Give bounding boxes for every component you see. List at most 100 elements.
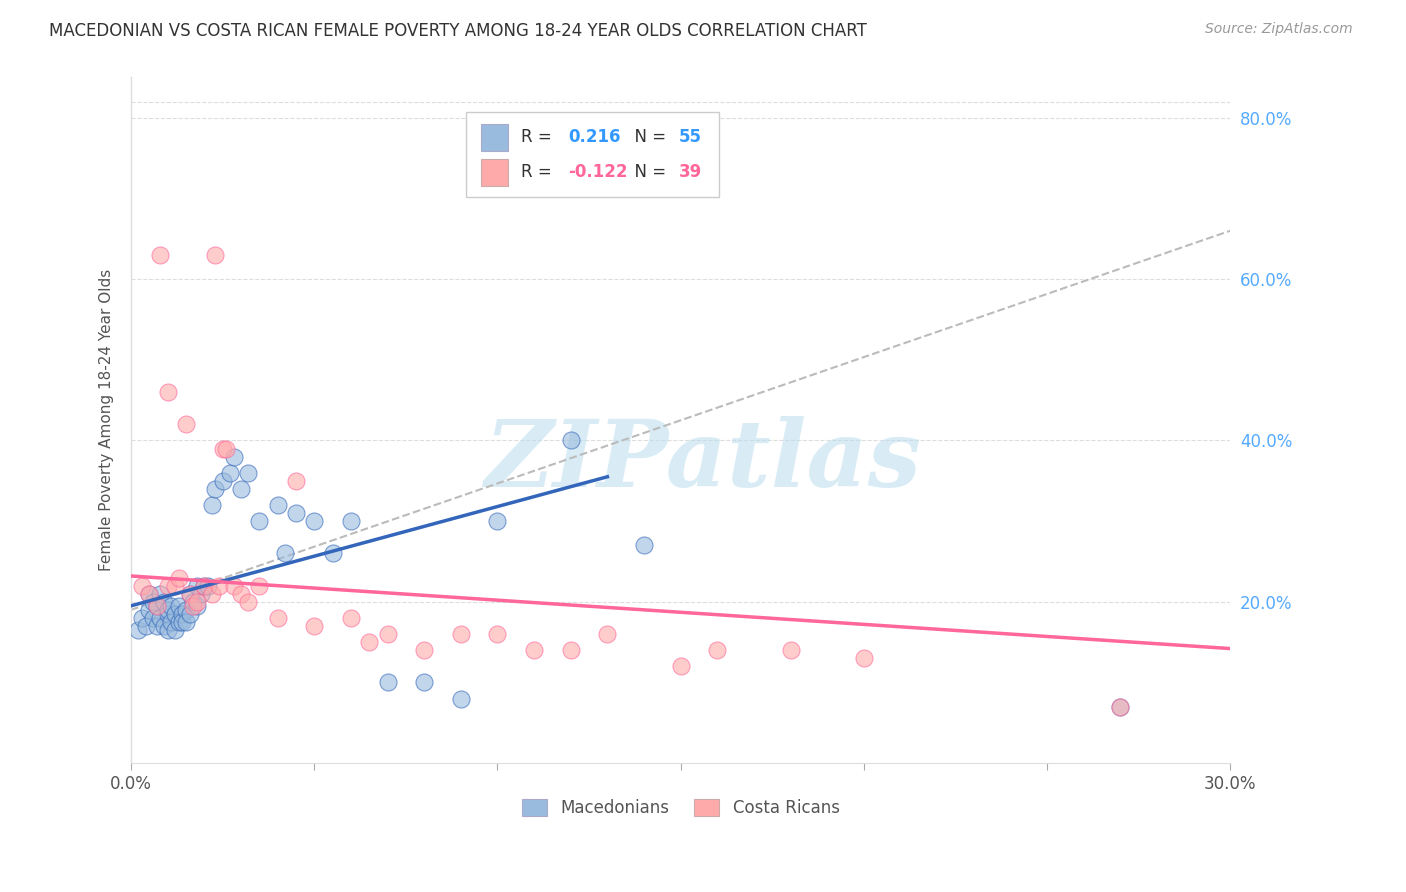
Point (145, 599, 167, 613)
Point (779, 643, 801, 657)
Text: 0.216: 0.216 (568, 128, 621, 146)
Point (131, 579, 153, 593)
Point (142, 611, 165, 625)
Text: 55: 55 (679, 128, 702, 146)
Point (193, 579, 215, 593)
Point (304, 619, 326, 633)
Point (669, 659, 692, 673)
Text: ZIPatlas: ZIPatlas (484, 417, 921, 507)
Point (211, 474, 233, 488)
Point (160, 599, 183, 613)
Point (167, 571, 190, 585)
Text: 39: 39 (679, 163, 702, 181)
Point (153, 619, 176, 633)
Point (284, 474, 307, 488)
Point (174, 603, 197, 617)
Point (284, 506, 307, 520)
Point (266, 498, 288, 512)
Y-axis label: Female Poverty Among 18-24 Year Olds: Female Poverty Among 18-24 Year Olds (100, 269, 114, 572)
Point (359, 635, 381, 649)
Point (204, 482, 226, 496)
Point (706, 643, 728, 657)
Point (274, 546, 297, 560)
Point (219, 466, 242, 480)
Point (163, 607, 186, 621)
Point (172, 607, 194, 621)
Point (193, 579, 215, 593)
Point (135, 619, 157, 633)
Point (560, 643, 582, 657)
Point (156, 603, 179, 617)
Point (450, 691, 472, 706)
Point (149, 248, 172, 262)
Point (340, 514, 363, 528)
Point (174, 417, 197, 432)
Point (238, 466, 260, 480)
Text: MACEDONIAN VS COSTA RICAN FEMALE POVERTY AMONG 18-24 YEAR OLDS CORRELATION CHART: MACEDONIAN VS COSTA RICAN FEMALE POVERTY… (49, 22, 868, 40)
Point (156, 579, 179, 593)
Point (266, 611, 288, 625)
Text: N =: N = (623, 163, 671, 181)
Point (138, 587, 160, 601)
Point (201, 587, 224, 601)
Point (174, 615, 197, 629)
Point (486, 627, 509, 641)
Point (138, 587, 160, 601)
Point (229, 587, 252, 601)
Point (413, 643, 436, 657)
Point (852, 651, 875, 665)
Point (201, 498, 224, 512)
Point (197, 579, 219, 593)
Point (1109, 699, 1132, 714)
Point (229, 482, 252, 496)
Point (222, 579, 245, 593)
Point (149, 587, 172, 601)
Point (204, 248, 226, 262)
Point (450, 627, 472, 641)
Bar (481, 124, 508, 152)
Point (145, 599, 167, 613)
Point (156, 623, 179, 637)
Point (190, 587, 212, 601)
Point (340, 611, 363, 625)
Point (138, 603, 160, 617)
Point (486, 514, 509, 528)
Point (160, 615, 183, 629)
Point (322, 546, 344, 560)
Point (127, 623, 149, 637)
Point (163, 623, 186, 637)
Point (186, 599, 208, 613)
Point (181, 599, 204, 613)
Point (304, 514, 326, 528)
Point (211, 442, 233, 456)
Point (596, 627, 619, 641)
Point (413, 675, 436, 690)
Point (163, 579, 186, 593)
Point (215, 442, 238, 456)
Point (208, 579, 231, 593)
Point (149, 611, 172, 625)
Text: R =: R = (522, 128, 562, 146)
Text: N =: N = (623, 128, 671, 146)
Point (186, 579, 208, 593)
Point (181, 595, 204, 609)
FancyBboxPatch shape (467, 112, 718, 197)
Point (222, 450, 245, 464)
Legend: Macedonians, Costa Ricans: Macedonians, Costa Ricans (515, 792, 846, 823)
Point (186, 595, 208, 609)
Point (153, 595, 176, 609)
Point (633, 538, 655, 552)
Point (131, 611, 153, 625)
Point (142, 595, 165, 609)
Point (167, 615, 190, 629)
Point (523, 643, 546, 657)
Point (179, 587, 201, 601)
Point (377, 627, 399, 641)
Point (247, 579, 270, 593)
Point (172, 615, 194, 629)
Bar (481, 159, 508, 186)
Point (167, 599, 190, 613)
Text: Source: ZipAtlas.com: Source: ZipAtlas.com (1205, 22, 1353, 37)
Point (179, 587, 201, 601)
Point (156, 607, 179, 621)
